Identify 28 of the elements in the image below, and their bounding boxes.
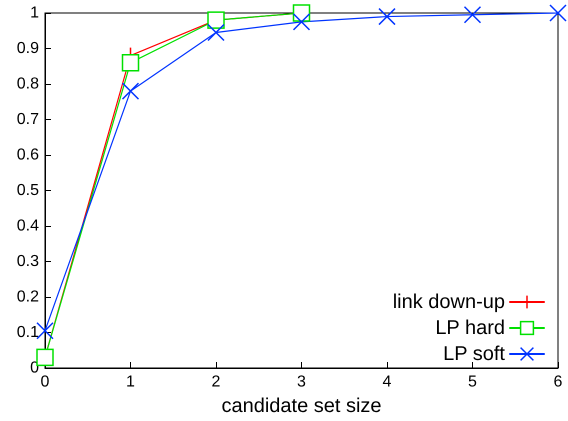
legend-label: LP hard [435, 317, 505, 339]
point [122, 54, 140, 72]
y-tick-label: 0.8 [16, 76, 40, 92]
y-tick-label: 0.6 [16, 146, 40, 164]
y-tick-label: 0.7 [16, 111, 40, 128]
x-tick-label: 0 [40, 374, 50, 390]
point [549, 4, 567, 22]
legend-label: LP soft [443, 343, 506, 365]
point [464, 6, 482, 24]
y-tick-label: 1 [30, 4, 40, 22]
y-tick-label: 0.1 [16, 324, 40, 341]
y-tick-label: 0.3 [16, 253, 40, 270]
y-tick-label: 0.2 [16, 288, 40, 306]
x-tick-label: 3 [297, 374, 306, 390]
x-tick-label: 6 [554, 374, 563, 390]
x-tick-label: 1 [126, 374, 136, 390]
y-tick-label: 0.5 [16, 182, 40, 199]
legend-label: link down-up [392, 291, 505, 313]
x-tick-label: 4 [382, 374, 392, 390]
x-tick-label: 5 [468, 374, 478, 390]
point [378, 8, 396, 26]
point [122, 82, 140, 100]
x-axis-title: candidate set size [221, 395, 382, 417]
point [207, 24, 225, 42]
point [292, 13, 310, 31]
y-tick-label: 0.4 [16, 218, 40, 234]
y-tick-label: 0.9 [16, 40, 40, 57]
x-tick-label: 2 [212, 374, 221, 390]
